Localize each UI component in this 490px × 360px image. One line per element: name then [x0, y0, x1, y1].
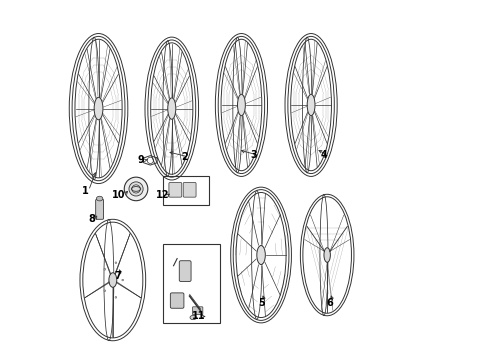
Circle shape	[115, 297, 117, 298]
Ellipse shape	[257, 246, 265, 265]
Text: 11: 11	[192, 311, 205, 321]
Ellipse shape	[324, 248, 330, 262]
Text: 6: 6	[327, 298, 333, 308]
Circle shape	[124, 177, 148, 201]
Text: 1: 1	[82, 186, 88, 196]
Circle shape	[129, 182, 143, 196]
FancyBboxPatch shape	[193, 307, 203, 315]
Circle shape	[104, 290, 106, 292]
FancyBboxPatch shape	[183, 183, 196, 197]
Circle shape	[104, 269, 106, 270]
Text: 12: 12	[156, 190, 170, 200]
Ellipse shape	[238, 94, 245, 116]
Ellipse shape	[97, 196, 103, 201]
Ellipse shape	[109, 273, 117, 287]
Ellipse shape	[307, 94, 315, 116]
Text: 2: 2	[181, 152, 188, 162]
Text: 8: 8	[88, 214, 95, 224]
Text: 5: 5	[258, 298, 265, 308]
Text: 7: 7	[115, 271, 122, 282]
Bar	[163, 176, 209, 205]
Text: 3: 3	[250, 150, 257, 160]
Text: 4: 4	[320, 150, 327, 160]
Circle shape	[122, 279, 123, 281]
Bar	[163, 244, 220, 323]
FancyBboxPatch shape	[171, 293, 184, 308]
Text: 10: 10	[112, 190, 125, 200]
Text: 9: 9	[137, 156, 144, 165]
FancyBboxPatch shape	[96, 199, 103, 219]
FancyBboxPatch shape	[179, 261, 191, 282]
FancyBboxPatch shape	[169, 183, 182, 197]
Ellipse shape	[168, 98, 176, 119]
Circle shape	[115, 262, 117, 264]
Ellipse shape	[190, 315, 196, 320]
Ellipse shape	[94, 97, 103, 120]
